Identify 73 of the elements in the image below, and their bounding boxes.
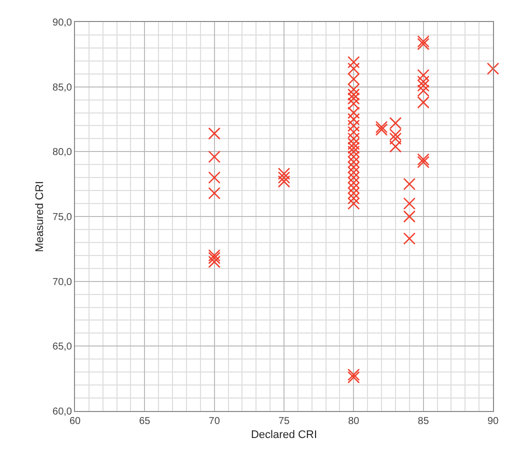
point (417, 38, 430, 50)
point (348, 171, 360, 184)
point (208, 252, 220, 264)
x-axis-title: Declared CRI (250, 429, 318, 442)
point (208, 127, 220, 140)
y-tick-label: 80,0 (52, 147, 72, 158)
point (278, 175, 290, 188)
x-tick-label: 90 (487, 416, 499, 427)
x-tick-label: 70 (208, 416, 220, 427)
point (348, 62, 360, 75)
point (348, 161, 360, 174)
point (403, 197, 416, 210)
point (348, 368, 360, 381)
point (348, 371, 360, 384)
point (278, 168, 290, 180)
point (417, 76, 430, 88)
point (348, 156, 360, 168)
y-tick-label: 70,0 (52, 276, 72, 288)
point (389, 128, 402, 141)
point (348, 146, 360, 158)
point (348, 166, 360, 179)
point (389, 132, 402, 145)
point (348, 126, 360, 138)
x-tick-label: 85 (418, 416, 430, 427)
point (417, 96, 430, 109)
y-tick-label: 75,0 (52, 212, 72, 223)
point (348, 83, 360, 96)
point (417, 79, 430, 92)
y-tick-label: 65,0 (52, 342, 72, 353)
point (208, 249, 220, 262)
point (375, 123, 388, 136)
point (417, 156, 430, 168)
point (348, 142, 360, 154)
point (348, 187, 360, 200)
point (348, 132, 360, 145)
point (348, 72, 360, 86)
point (348, 92, 360, 105)
point (389, 116, 402, 130)
point (348, 56, 360, 68)
point (348, 176, 360, 189)
point (348, 113, 360, 126)
point (403, 232, 416, 245)
point (486, 62, 500, 75)
point (348, 120, 360, 132)
point (208, 256, 220, 268)
point (208, 187, 220, 200)
point (348, 138, 360, 150)
point (389, 140, 402, 153)
x-tick-label: 65 (139, 416, 151, 427)
x-tick-label: 75 (278, 416, 290, 427)
point (403, 210, 416, 223)
point (348, 106, 360, 119)
point (348, 192, 360, 204)
point (348, 182, 360, 194)
x-tick-label: 80 (348, 416, 360, 427)
y-tick-label: 90,0 (52, 18, 72, 28)
y-tick-label: 60,0 (52, 406, 72, 418)
point (417, 35, 430, 48)
y-tick-label: 85,0 (52, 82, 72, 94)
point (348, 98, 360, 110)
x-tick-label: 60 (69, 416, 81, 427)
point (417, 153, 430, 166)
point (348, 197, 360, 210)
point (208, 150, 220, 163)
point (278, 171, 290, 184)
point (417, 69, 430, 82)
point (208, 171, 220, 184)
y-axis-title: Measured CRI (34, 181, 46, 252)
point (403, 178, 416, 190)
point (417, 84, 430, 97)
point (348, 150, 360, 163)
point (375, 120, 388, 134)
point (348, 88, 360, 101)
